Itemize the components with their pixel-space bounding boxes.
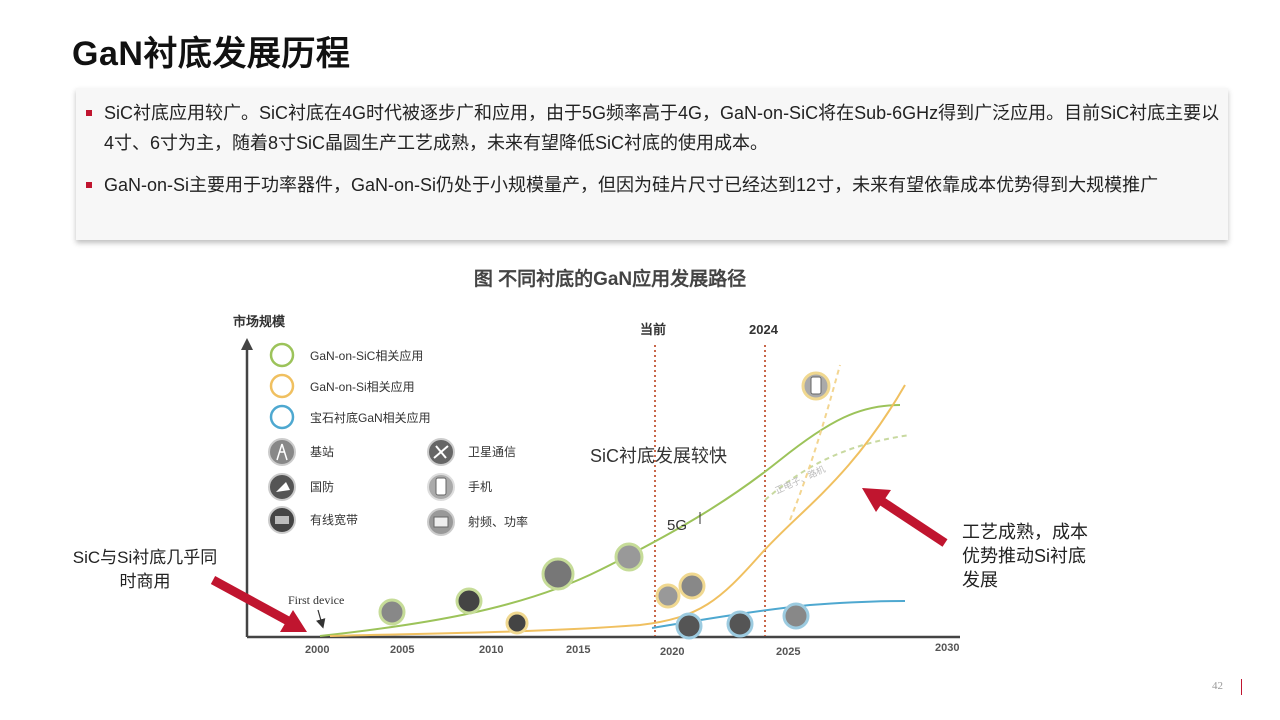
- curve-cable-icon: [455, 587, 483, 615]
- legend-si-label: GaN-on-Si相关应用: [310, 379, 415, 394]
- curve-base-station-icon: [378, 598, 406, 626]
- legend-defense-label: 国防: [310, 479, 334, 494]
- legend-sapphire-label: 宝石衬底GaN相关应用: [310, 410, 431, 425]
- now-label: 当前: [640, 322, 666, 337]
- y-axis-arrow-icon: [241, 338, 253, 350]
- sic-curve-dashed: [764, 434, 911, 501]
- curve-base-station-icon: [678, 572, 706, 600]
- x-tick-label: 2000: [305, 644, 329, 656]
- legend-cable-label: 有线宽带: [310, 512, 358, 527]
- page-number: 42: [1212, 680, 1223, 692]
- sic-fast-label: SiC衬底发展较快: [590, 446, 727, 466]
- page-title: GaN衬底发展历程: [72, 35, 351, 73]
- year-2024-label: 2024: [749, 322, 779, 337]
- x-tick-label: 2025: [776, 646, 800, 658]
- x-tick-label: 2030: [935, 642, 959, 654]
- red-arrow-left-icon: [210, 576, 307, 632]
- si-curve-dashed: [789, 364, 841, 521]
- left-note: SiC与Si衬底几乎同时商用: [72, 548, 218, 591]
- curve-defense-icon: [726, 610, 754, 638]
- legend-si-icon: [269, 373, 295, 399]
- sic-curve: [319, 404, 901, 637]
- legend-sic-icon: [269, 342, 295, 368]
- si-curve: [329, 384, 906, 637]
- legend-sapphire-icon: [269, 404, 295, 430]
- curve-cable-icon: [505, 611, 529, 635]
- page-number-divider: [1241, 679, 1242, 695]
- legend-sic-label: GaN-on-SiC相关应用: [310, 348, 423, 363]
- first-device-label: First device: [288, 593, 344, 607]
- right-note: 工艺成熟，成本优势推动Si衬底发展: [962, 522, 1088, 590]
- faint-curve-label: 正电子、路机: [773, 463, 827, 496]
- first-device-arrow-icon: [316, 609, 326, 629]
- figure-title: 图 不同衬底的GaN应用发展路径: [473, 269, 747, 290]
- x-tick-label: 2020: [660, 646, 684, 658]
- x-tick-label: 2010: [479, 644, 503, 656]
- curve-base-station-icon: [541, 557, 575, 591]
- curve-satellite-icon: [675, 612, 703, 640]
- legend-satellite-label: 卫星通信: [468, 445, 516, 459]
- curve-rf-power-icon: [614, 542, 644, 572]
- curve-rf-power-icon: [655, 583, 681, 609]
- legend-phone-label: 手机: [468, 480, 492, 494]
- bullet-square-icon: [86, 182, 92, 188]
- y-axis-label: 市场规模: [233, 314, 286, 329]
- legend-rf-power-label: 射频、功率: [468, 514, 528, 529]
- bullet-text: SiC衬底应用较广。SiC衬底在4G时代被逐步广和应用，由于5G频率高于4G，G…: [104, 103, 1220, 153]
- x-tick-label: 2015: [566, 644, 590, 656]
- red-arrow-right-icon: [862, 488, 948, 547]
- bullet-square-icon: [86, 110, 92, 116]
- curve-base-station-icon: [782, 602, 810, 630]
- bullet-box: SiC衬底应用较广。SiC衬底在4G时代被逐步广和应用，由于5G频率高于4G，G…: [76, 88, 1228, 240]
- x-tick-label: 2005: [390, 644, 414, 656]
- label-5g: 5G: [667, 517, 687, 534]
- legend-base-station-label: 基站: [310, 445, 334, 459]
- bullet-text: GaN-on-Si主要用于功率器件，GaN-on-Si仍处于小规模量产，但因为硅…: [104, 175, 1159, 195]
